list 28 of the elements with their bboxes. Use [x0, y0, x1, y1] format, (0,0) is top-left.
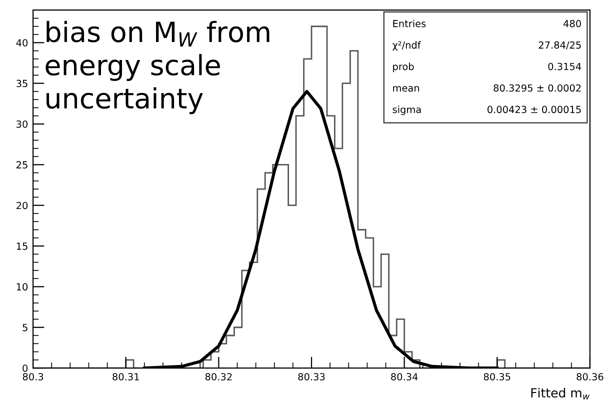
- annotation: 0.3154: [548, 62, 582, 70]
- y-tick-label: 20: [16, 202, 28, 210]
- annotation: prob: [393, 62, 414, 72]
- x-tick-label: 80.33: [298, 373, 325, 380]
- y-tick-label: 0: [22, 364, 28, 372]
- y-tick-label: 40: [16, 39, 28, 46]
- annotation: mean: [393, 86, 420, 92]
- annotation: 0.00423 ± 0.00015: [488, 106, 581, 114]
- y-tick-label: 15: [16, 242, 28, 250]
- annotation: 480: [564, 20, 581, 28]
- x-axis-title: Fitted m$_{w}$: [531, 388, 590, 400]
- annotation: bias on M$_{W}$ from energy scale uncertainty: [46, 20, 270, 114]
- x-tick-label: 80.31: [112, 373, 139, 380]
- x-tick-label: 80.36: [576, 373, 604, 380]
- y-tick-label: 35: [16, 80, 28, 88]
- annotation: 27.84/25: [538, 41, 581, 50]
- x-tick-label: 80.35: [484, 373, 510, 380]
- y-tick-label: 10: [16, 283, 28, 291]
- x-tick-label: 80.34: [391, 373, 418, 380]
- x-tick-label: 80.3: [22, 373, 44, 380]
- annotation: 80.3295 ± 0.0002: [494, 84, 581, 92]
- y-tick-label: 30: [16, 120, 28, 128]
- annotation: χ²/ndf: [392, 41, 421, 51]
- annotation: Entries: [393, 20, 426, 28]
- x-tick-label: 80.32: [205, 373, 232, 380]
- y-tick-label: 5: [22, 324, 28, 332]
- y-tick-label: 25: [16, 161, 28, 168]
- annotation: sigma: [392, 106, 421, 116]
